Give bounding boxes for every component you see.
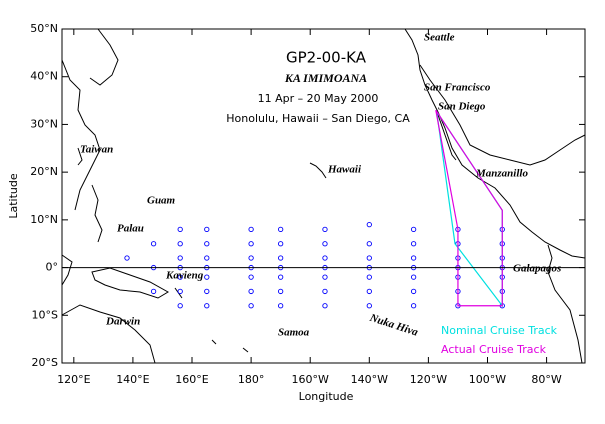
station xyxy=(177,255,183,261)
station xyxy=(410,226,417,233)
legend-label: Nominal Cruise Track xyxy=(441,324,558,337)
station xyxy=(410,303,417,309)
x-axis-label: Longitude xyxy=(299,390,354,403)
y-axis-label: Latitude xyxy=(7,173,20,219)
place-label: Seattle xyxy=(424,32,455,44)
station xyxy=(410,241,417,247)
station xyxy=(278,241,284,247)
station xyxy=(278,226,284,233)
place-label: Samoa xyxy=(278,327,310,339)
station xyxy=(322,288,328,295)
x-tick-label: 160°W xyxy=(292,373,329,386)
station xyxy=(248,288,254,295)
place-label: Darwin xyxy=(105,316,140,328)
station xyxy=(322,241,328,247)
station xyxy=(366,221,372,228)
station xyxy=(204,241,210,247)
station xyxy=(366,274,372,280)
y-tick-label: 40°N xyxy=(30,70,58,83)
station xyxy=(410,288,417,295)
station xyxy=(322,303,328,309)
station xyxy=(322,226,328,233)
place-label: Kavieng xyxy=(165,270,204,282)
y-tick-label: 50°N xyxy=(30,22,58,35)
station xyxy=(248,241,254,247)
place-label: Galapagos xyxy=(513,263,561,275)
place-label: Nuka Hiva xyxy=(367,312,420,339)
y-tick-label: 10°N xyxy=(30,213,58,226)
y-tick-label: 20°S xyxy=(32,356,58,369)
station xyxy=(177,303,183,309)
y-tick-label: 20°N xyxy=(30,165,58,178)
plot-frame xyxy=(61,28,586,364)
station xyxy=(366,255,372,261)
station xyxy=(366,303,372,309)
station xyxy=(204,274,210,280)
station xyxy=(177,288,183,295)
x-tick-label: 140°E xyxy=(116,373,149,386)
place-label: San Diego xyxy=(438,101,486,113)
x-tick-label: 80°W xyxy=(531,373,561,386)
station xyxy=(248,255,254,261)
place-label: Taiwan xyxy=(80,144,113,156)
place-label: Hawaii xyxy=(327,164,362,176)
x-tick-label: 140°W xyxy=(351,373,388,386)
place-label: Manzanillo xyxy=(475,168,528,180)
station xyxy=(322,255,328,261)
place-label: San Francisco xyxy=(424,82,491,94)
place-label: Palau xyxy=(117,223,144,235)
place-label: Guam xyxy=(147,195,176,207)
y-tick-label: 10°S xyxy=(32,308,58,321)
x-tick-label: 180° xyxy=(238,373,265,386)
station xyxy=(150,288,157,295)
y-tick-label: 0° xyxy=(46,261,59,274)
station xyxy=(278,303,284,309)
station xyxy=(177,274,183,280)
station xyxy=(278,255,284,261)
station xyxy=(410,255,417,261)
annotation: Honolulu, Hawaii – San Diego, CA xyxy=(226,112,410,125)
title: GP2-00-KA xyxy=(286,49,367,67)
station xyxy=(177,241,183,247)
cruise-track xyxy=(435,109,503,307)
y-tick-label: 30°N xyxy=(30,117,58,130)
subtitle: KA IMIMOANA xyxy=(284,71,367,85)
station xyxy=(204,255,210,261)
station xyxy=(248,274,254,280)
station xyxy=(248,226,254,233)
station xyxy=(366,241,372,247)
station xyxy=(150,241,157,247)
x-tick-label: 120°W xyxy=(410,373,447,386)
station xyxy=(204,288,210,295)
station xyxy=(124,255,130,261)
annotation: 11 Apr – 20 May 2000 xyxy=(258,92,379,105)
station xyxy=(278,288,284,295)
x-tick-label: 100°W xyxy=(469,373,506,386)
station xyxy=(177,226,183,233)
station xyxy=(410,274,417,280)
station xyxy=(322,274,328,280)
station xyxy=(204,303,210,309)
station xyxy=(204,226,210,233)
x-tick-label: 120°E xyxy=(57,373,90,386)
legend-label: Actual Cruise Track xyxy=(441,343,547,356)
station xyxy=(248,303,254,309)
station xyxy=(366,288,372,295)
x-tick-label: 160°E xyxy=(175,373,208,386)
coastlines xyxy=(61,28,586,364)
station xyxy=(278,274,284,280)
